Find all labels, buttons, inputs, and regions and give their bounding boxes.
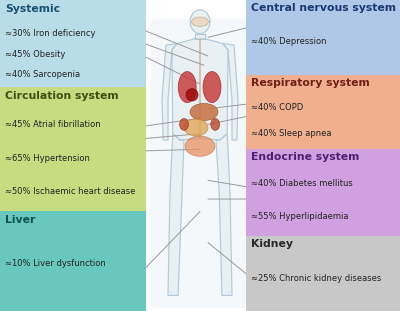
Text: Systemic: Systemic (5, 4, 60, 14)
Polygon shape (168, 134, 184, 295)
Polygon shape (190, 10, 210, 34)
Polygon shape (216, 134, 232, 295)
Ellipse shape (178, 72, 196, 103)
Text: ≈40% Sarcopenia: ≈40% Sarcopenia (5, 71, 80, 80)
Ellipse shape (192, 17, 208, 26)
Text: Circulation system: Circulation system (5, 91, 118, 101)
Ellipse shape (180, 118, 188, 130)
Text: ≈45% Obesity: ≈45% Obesity (5, 50, 65, 59)
FancyBboxPatch shape (246, 149, 400, 236)
Polygon shape (223, 44, 238, 140)
Polygon shape (162, 44, 177, 140)
Text: ≈50% Ischaemic heart disease: ≈50% Ischaemic heart disease (5, 187, 135, 196)
FancyBboxPatch shape (150, 19, 248, 308)
Ellipse shape (211, 118, 220, 130)
Ellipse shape (184, 119, 208, 136)
Ellipse shape (185, 136, 215, 156)
Text: ≈55% Hyperlipidaemia: ≈55% Hyperlipidaemia (251, 212, 348, 221)
Text: Central nervous system: Central nervous system (251, 3, 396, 13)
FancyBboxPatch shape (0, 211, 146, 230)
Text: ≈25% Chronic kidney diseases: ≈25% Chronic kidney diseases (251, 274, 381, 282)
Text: ≈65% Hypertension: ≈65% Hypertension (5, 154, 90, 163)
Text: ≈40% Sleep apnea: ≈40% Sleep apnea (251, 129, 331, 138)
FancyBboxPatch shape (246, 0, 400, 75)
Ellipse shape (203, 72, 221, 103)
Text: ≈10% Liver dysfunction: ≈10% Liver dysfunction (5, 259, 106, 268)
FancyBboxPatch shape (0, 87, 146, 106)
Text: Liver: Liver (5, 215, 35, 225)
Text: ≈30% Iron deficiency: ≈30% Iron deficiency (5, 29, 95, 38)
Text: Endocrine system: Endocrine system (251, 152, 359, 162)
Text: Kidney: Kidney (251, 239, 293, 249)
Text: ≈40% COPD: ≈40% COPD (251, 103, 303, 112)
FancyBboxPatch shape (0, 0, 146, 87)
Ellipse shape (186, 89, 198, 101)
Polygon shape (195, 34, 205, 39)
FancyBboxPatch shape (0, 87, 146, 211)
Ellipse shape (190, 103, 218, 121)
FancyBboxPatch shape (246, 75, 400, 149)
Text: ≈40% Depression: ≈40% Depression (251, 37, 326, 46)
FancyBboxPatch shape (0, 211, 146, 311)
Polygon shape (172, 39, 228, 140)
Text: ≈45% Atrial fibrillation: ≈45% Atrial fibrillation (5, 120, 100, 129)
Text: Respiratory system: Respiratory system (251, 78, 370, 88)
Text: ≈40% Diabetes mellitus: ≈40% Diabetes mellitus (251, 179, 352, 188)
FancyBboxPatch shape (0, 0, 146, 19)
FancyBboxPatch shape (246, 236, 400, 311)
